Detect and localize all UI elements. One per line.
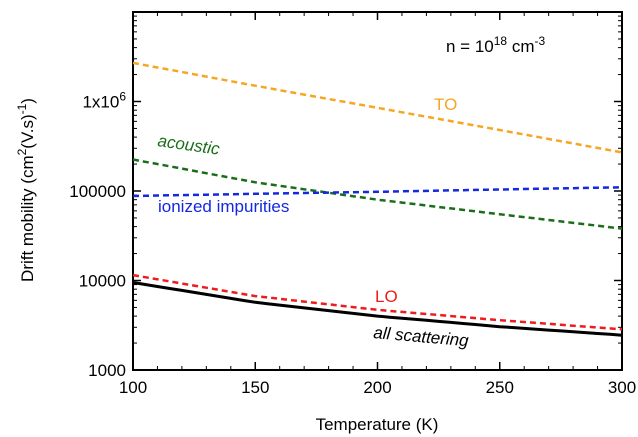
y-axis-title: Drift mobility (cm2(V.s)-1) [15, 98, 37, 282]
series-line-all-scattering [132, 281, 623, 337]
y-tick-label: 10000 [79, 272, 126, 291]
series-line-ionized-impurities [132, 186, 623, 198]
x-tick-label: 150 [241, 378, 269, 397]
series-label-ionized-impurities: ionized impurities [158, 197, 289, 216]
x-tick-label: 300 [608, 378, 636, 397]
series-layer [132, 61, 623, 337]
density-annotation: n = 1018 cm-3 [446, 34, 545, 56]
series-line-LO [132, 273, 623, 331]
x-tick-label: 250 [486, 378, 514, 397]
ticks-layer: 100 150 200 250 300 1000 10000 100000 1x106 [69, 12, 636, 397]
series-label-acoustic: acoustic [156, 131, 221, 159]
series-label-lo: LO [375, 287, 398, 306]
x-axis-title: Temperature (K) [316, 415, 439, 434]
y-tick-label: 1000 [88, 361, 126, 380]
series-label-to: TO [434, 95, 457, 114]
series-line-acoustic [132, 158, 623, 230]
series-line-TO [132, 61, 623, 154]
series-label-all-scattering: all scattering [373, 323, 470, 350]
x-tick-label: 100 [119, 378, 147, 397]
y-tick-label: 100000 [69, 182, 126, 201]
y-tick-label: 1x106 [82, 90, 126, 112]
x-tick-label: 200 [363, 378, 391, 397]
